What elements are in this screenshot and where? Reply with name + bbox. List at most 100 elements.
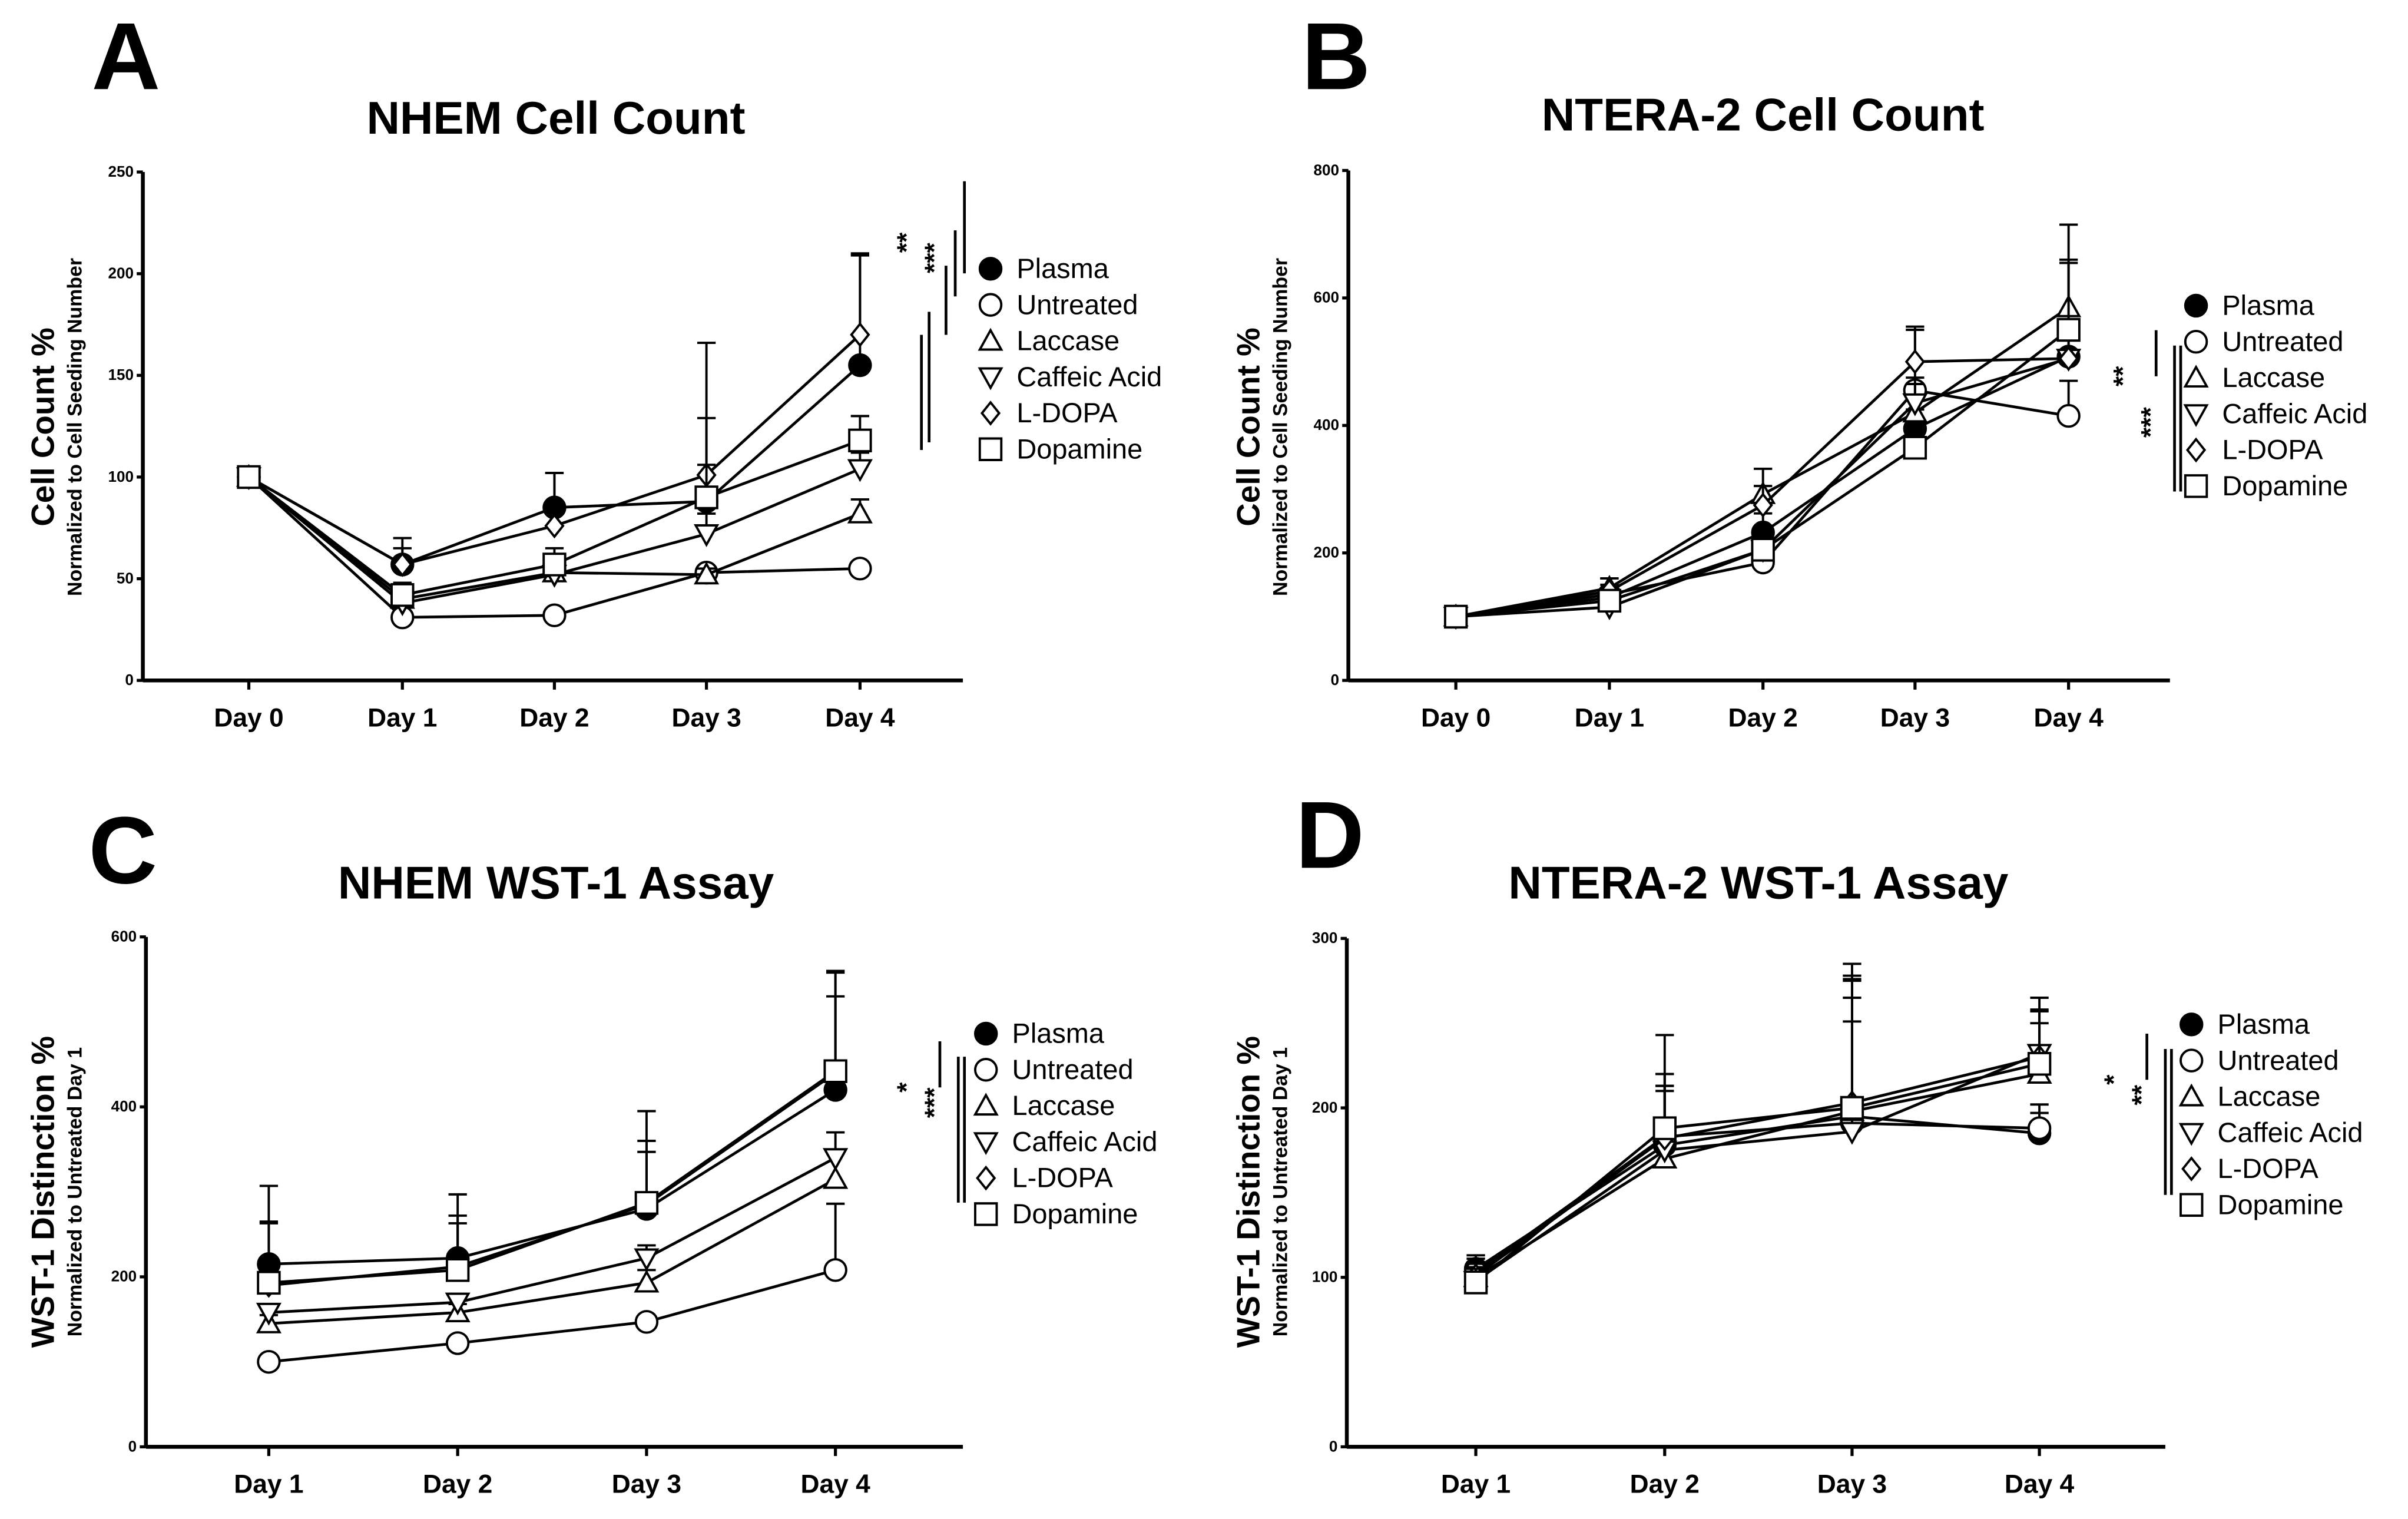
- data-point: [1463, 1270, 1488, 1295]
- data-point: [2027, 1116, 2052, 1140]
- y-tick-label: 300: [1312, 929, 1337, 947]
- legend-label: Plasma: [2222, 290, 2314, 321]
- data-point: [1753, 492, 1773, 518]
- data-point: [1902, 393, 1928, 416]
- legend-marker-diamond-icon: [980, 401, 1001, 426]
- legend-marker-circle-icon: [2184, 330, 2208, 354]
- y-axis-label: WST-1 Distinction %: [24, 1036, 61, 1348]
- y-tick-label: 200: [108, 264, 133, 282]
- legend: Plasma Untreated Laccase Caffeic Acid L-DOPA…: [978, 253, 1162, 464]
- legend-marker-square-icon: [973, 1202, 998, 1226]
- y-tick-label: 400: [1313, 416, 1339, 433]
- data-point: [2058, 346, 2079, 372]
- y-tick-label: 0: [125, 671, 134, 689]
- series-line: [269, 1156, 836, 1314]
- data-point: [847, 459, 873, 482]
- data-point: [634, 1310, 659, 1334]
- legend-label: L-DOPA: [2222, 435, 2323, 465]
- y-tick-label: 0: [128, 1437, 137, 1455]
- y-tick-label: 250: [108, 163, 133, 180]
- data-point: [445, 1258, 470, 1282]
- data-point: [823, 1148, 849, 1171]
- y-axis-label-group: WST-1 Distinction % Normalized to Untreat…: [1230, 1036, 1291, 1348]
- x-tick-label: Day 2: [1630, 1470, 1700, 1499]
- legend-marker-triangle-up-icon: [2178, 1083, 2204, 1107]
- data-point: [2056, 317, 2081, 342]
- series-dopamine: [1463, 962, 2052, 1295]
- significance-marker: **: [892, 232, 921, 253]
- y-axis-label: WST-1 Distinction %: [1230, 1036, 1266, 1348]
- series-l-dopa: [1465, 979, 2050, 1289]
- series-plasma: [1463, 997, 2052, 1281]
- legend-marker-diamond-icon: [976, 1165, 996, 1191]
- data-point: [392, 552, 413, 577]
- x-tick-label: Day 2: [1728, 703, 1798, 732]
- panel-c: C NHEM WST-1 Assay WST-1 Distinction % Norm…: [24, 797, 1157, 1498]
- y-axis-sublabel: Normalized to Cell Seeding Number: [64, 258, 86, 596]
- x-tick-label: Day 1: [367, 703, 437, 732]
- data-point: [848, 428, 872, 453]
- legend-label: Dopamine: [2222, 471, 2348, 501]
- legend-marker-square-icon: [2180, 1193, 2204, 1217]
- legend: Plasma Untreated Laccase Caffeic Acid L-DOPA…: [2178, 1009, 2363, 1220]
- y-tick-label: 200: [1312, 1098, 1337, 1116]
- significance-marker: **: [2127, 1084, 2156, 1105]
- legend-label: Plasma: [1016, 253, 1109, 284]
- legend-label: Untreated: [1016, 289, 1138, 320]
- legend-marker-circle-icon: [2180, 1048, 2204, 1073]
- data-point: [634, 1191, 659, 1215]
- data-point: [544, 513, 565, 539]
- y-axis-sublabel: Normalized to Untreated Day 1: [64, 1047, 86, 1336]
- data-point: [237, 465, 261, 489]
- x-tick-label: Day 4: [2005, 1470, 2075, 1499]
- legend-marker-circle-filled-icon: [2180, 1012, 2204, 1037]
- significance-marker: **: [2109, 366, 2138, 386]
- series-line: [1475, 1062, 2040, 1284]
- series-l-dopa: [239, 252, 870, 577]
- legend-marker-triangle-up-icon: [973, 1093, 999, 1116]
- data-point: [390, 583, 415, 607]
- legend-marker-circle-filled-icon: [2184, 293, 2208, 318]
- data-point: [848, 557, 872, 581]
- legend-label: Untreated: [1012, 1054, 1134, 1085]
- y-axis-sublabel: Normalized to Cell Seeding Number: [1269, 258, 1291, 596]
- legend-label: L-DOPA: [1016, 398, 1118, 428]
- y-axis-sublabel: Normalized to Untreated Day 1: [1269, 1047, 1291, 1336]
- legend-marker-circle-icon: [978, 293, 1003, 317]
- series-laccase: [256, 1152, 849, 1333]
- panel-a: A NHEM Cell Count Cell Count % Normalized t…: [24, 4, 1162, 732]
- legend-marker-square-icon: [978, 437, 1003, 461]
- legend-label: Dopamine: [1012, 1199, 1138, 1229]
- data-point: [848, 353, 872, 378]
- x-tick-label: Day 3: [671, 703, 741, 732]
- legend-label: Laccase: [1012, 1090, 1115, 1121]
- data-point: [1652, 1116, 1677, 1140]
- y-tick-label: 0: [1329, 1437, 1338, 1455]
- legend-marker-triangle-up-icon: [2183, 365, 2209, 388]
- legend-label: Laccase: [2218, 1081, 2321, 1112]
- chart-title: NHEM WST-1 Assay: [338, 856, 774, 908]
- legend-label: Laccase: [2222, 362, 2325, 393]
- significance-marker: ***: [920, 1087, 949, 1118]
- y-tick-label: 600: [1313, 289, 1339, 306]
- data-point: [257, 1270, 281, 1295]
- data-point: [823, 1166, 849, 1189]
- legend-marker-triangle-down-icon: [978, 367, 1003, 390]
- data-point: [445, 1331, 470, 1355]
- series-line: [269, 1070, 836, 1285]
- data-point: [2056, 403, 2081, 428]
- x-tick-label: Day 4: [2033, 703, 2104, 732]
- data-point: [1840, 1096, 1864, 1120]
- legend-label: Dopamine: [1016, 433, 1142, 464]
- data-point: [634, 1248, 660, 1272]
- y-tick-label: 150: [108, 366, 133, 383]
- legend: Plasma Untreated Laccase Caffeic Acid L-DOPA…: [973, 1018, 1157, 1229]
- legend-label: Caffeic Acid: [2218, 1117, 2363, 1148]
- data-point: [445, 1292, 471, 1316]
- significance-marker: *: [892, 1082, 921, 1093]
- panel-letter: B: [1301, 4, 1370, 110]
- legend-marker-triangle-down-icon: [973, 1132, 999, 1156]
- data-point: [2027, 1051, 2052, 1076]
- chart-title: NTERA-2 WST-1 Assay: [1508, 856, 2009, 908]
- data-point: [1904, 349, 1925, 375]
